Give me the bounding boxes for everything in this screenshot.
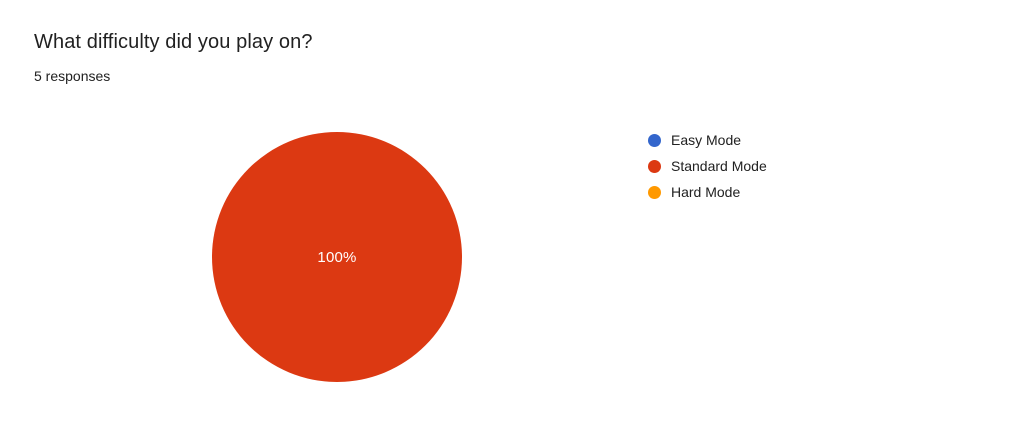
responses-count: 5 responses xyxy=(34,68,111,84)
legend-label-hard-mode: Hard Mode xyxy=(671,184,741,200)
pie-slice-percentage-label: 100% xyxy=(317,248,357,266)
question-title: What difficulty did you play on? xyxy=(34,31,313,53)
legend-item-easy-mode: Easy Mode xyxy=(648,131,767,149)
legend-dot-easy-mode-icon xyxy=(648,133,661,147)
legend-item-hard-mode: Hard Mode xyxy=(648,183,767,201)
legend-label-standard-mode: Standard Mode xyxy=(671,158,767,174)
pie-chart-slice-standard-mode[interactable]: 100% xyxy=(212,132,462,382)
legend-dot-hard-mode-icon xyxy=(648,185,661,199)
legend-label-easy-mode: Easy Mode xyxy=(671,132,742,148)
legend-dot-standard-mode-icon xyxy=(648,159,661,173)
chart-legend: Easy Mode Standard Mode Hard Mode xyxy=(648,131,767,209)
legend-item-standard-mode: Standard Mode xyxy=(648,157,767,175)
